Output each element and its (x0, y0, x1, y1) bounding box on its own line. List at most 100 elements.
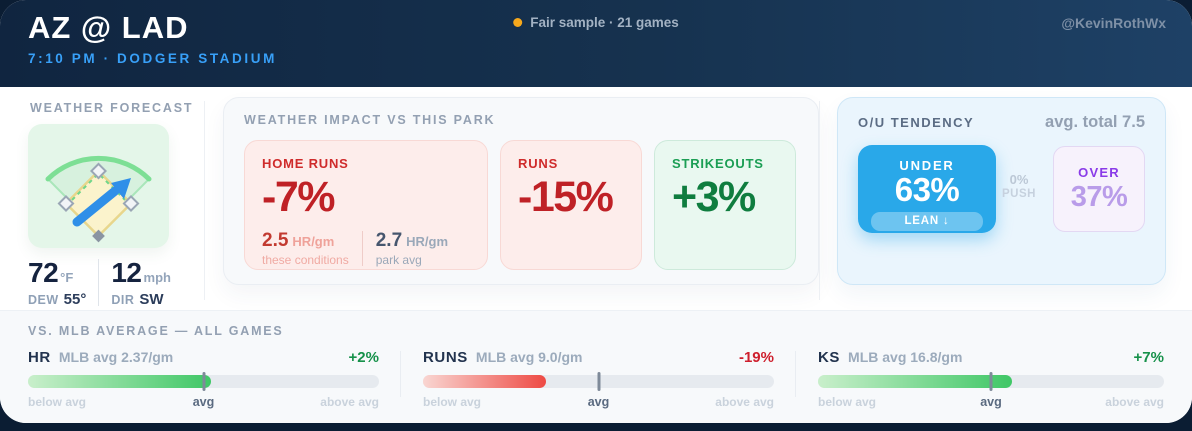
metric-name: RUNS (423, 349, 468, 366)
scale-below-avg: below avg (818, 395, 877, 409)
baseball-field-diagram (28, 124, 169, 248)
ou-avg-total: avg. total 7.5 (1045, 113, 1145, 131)
ou-row: UNDER 63% LEAN ↓ 0% PUSH OVER 37% (858, 145, 1145, 233)
metric-divider (400, 351, 401, 397)
dew-label: DEW (28, 293, 59, 307)
impact-card-value: -15% (518, 173, 614, 221)
stat-value: 2.5 (262, 230, 289, 251)
metric-runs: RUNS MLB avg 9.0/gm -19% below avg avg a… (423, 349, 774, 409)
weather-impact-title: WEATHER IMPACT VS THIS PARK (244, 113, 496, 127)
metric-hr: HR MLB avg 2.37/gm +2% below avg avg abo… (28, 349, 379, 409)
game-time-venue: 7:10 PM · DODGER STADIUM (28, 51, 277, 66)
scale-below-avg: below avg (423, 395, 482, 409)
impact-card-strikeouts: STRIKEOUTS +3% (654, 140, 796, 270)
metric-name: KS (818, 349, 841, 366)
metric-divider (795, 351, 796, 397)
baseball-field-icon (45, 155, 152, 243)
scale-above-avg: above avg (715, 395, 774, 409)
scale-avg: avg (192, 395, 215, 409)
avg-tick (989, 372, 993, 391)
scale-below-avg: below avg (28, 395, 87, 409)
temperature-value: 72 (28, 257, 59, 288)
stat-unit: HR/gm (292, 234, 335, 249)
temperature-unit: °F (60, 270, 74, 285)
ou-title: O/U TENDENCY (858, 115, 975, 130)
metric-mlb-avg: MLB avg 16.8/gm (848, 349, 963, 365)
push-label: PUSH (1002, 188, 1036, 200)
metric-bar (423, 372, 774, 391)
lean-badge: LEAN ↓ (871, 211, 983, 231)
metric-delta: +2% (348, 349, 379, 366)
impact-card-value: +3% (672, 173, 756, 221)
scale-above-avg: above avg (1105, 395, 1164, 409)
push-block: 0% PUSH (996, 172, 1042, 200)
section-divider (819, 101, 820, 300)
scale-avg: avg (980, 395, 1002, 409)
temperature-block: 72 °F DEW 55° (28, 257, 86, 308)
over-button[interactable]: OVER 37% (1053, 146, 1145, 232)
header: AZ @ LAD 7:10 PM · DODGER STADIUM Fair s… (0, 0, 1192, 87)
avg-tick (597, 372, 600, 391)
slider-fill (423, 375, 546, 388)
impact-card-label: STRIKEOUTS (672, 156, 764, 171)
metric-ks: KS MLB avg 16.8/gm +7% below avg avg abo… (818, 349, 1164, 409)
weather-stats: 72 °F DEW 55° 12 mph DIR (28, 257, 204, 308)
stat-these-conditions: 2.5 HR/gm these conditions (262, 230, 349, 267)
impact-card-label: HOME RUNS (262, 156, 349, 171)
metric-name: HR (28, 349, 51, 366)
weather-forecast-section: WEATHER FORECAST (28, 97, 204, 310)
impact-cards: HOME RUNS -7% 2.5 HR/gm these conditions (244, 140, 798, 270)
impact-card-label: RUNS (518, 156, 559, 171)
dew-value: 55° (63, 291, 87, 308)
sample-note-text: Fair sample · 21 games (530, 15, 679, 30)
sample-dot-icon (513, 18, 523, 27)
impact-card-value: -7% (262, 173, 335, 221)
stat-caption: these conditions (262, 253, 349, 267)
ou-tendency-panel: O/U TENDENCY avg. total 7.5 UNDER 63% LE… (837, 97, 1166, 285)
scale-above-avg: above avg (320, 395, 379, 409)
ou-header: O/U TENDENCY avg. total 7.5 (858, 113, 1145, 132)
section-divider (204, 101, 205, 300)
impact-card-stats: 2.5 HR/gm these conditions 2.7 HR/gm par (262, 230, 470, 267)
dir-value: SW (139, 291, 164, 308)
stat-value: 2.7 (375, 230, 403, 251)
matchup-block: AZ @ LAD 7:10 PM · DODGER STADIUM (28, 10, 277, 66)
wind-arrow-icon (72, 178, 131, 227)
slider-fill (28, 375, 211, 388)
wind-speed-value: 12 (111, 257, 142, 288)
sample-note: Fair sample · 21 games (513, 15, 679, 30)
dir-label: DIR (111, 293, 135, 307)
metric-scale: below avg avg above avg (423, 395, 774, 409)
metric-scale: below avg avg above avg (28, 395, 379, 409)
vs-mlb-section: VS. MLB AVERAGE — ALL GAMES HR MLB avg 2… (0, 310, 1192, 423)
metric-delta: +7% (1133, 349, 1164, 366)
stat-park-avg: 2.7 HR/gm park avg (376, 230, 448, 267)
matchup-title: AZ @ LAD (28, 10, 189, 45)
avg-tick (202, 372, 205, 391)
stat-divider (361, 231, 363, 266)
vs-mlb-title: VS. MLB AVERAGE — ALL GAMES (28, 324, 284, 338)
metric-mlb-avg: MLB avg 9.0/gm (475, 349, 583, 365)
impact-card-runs: RUNS -15% (500, 140, 642, 270)
over-value: 37% (1070, 180, 1128, 213)
stat-unit: HR/gm (406, 234, 449, 249)
stat-caption: park avg (375, 253, 422, 267)
weather-impact-panel: WEATHER IMPACT VS THIS PARK HOME RUNS -7… (223, 97, 819, 285)
metric-bar (818, 372, 1164, 391)
main-row: WEATHER FORECAST (0, 87, 1192, 310)
impact-card-home-runs: HOME RUNS -7% 2.5 HR/gm these conditions (244, 140, 488, 270)
twitter-handle[interactable]: @KevinRothWx (1061, 15, 1166, 31)
slider-fill (818, 375, 1012, 388)
wind-block: 12 mph DIR SW (111, 257, 171, 308)
push-value: 0% (1009, 172, 1029, 187)
metric-sliders: HR MLB avg 2.37/gm +2% below avg avg abo… (28, 349, 1164, 409)
metric-scale: below avg avg above avg (818, 395, 1164, 409)
stats-divider (98, 259, 100, 306)
under-button[interactable]: UNDER 63% LEAN ↓ (858, 145, 996, 233)
metric-mlb-avg: MLB avg 2.37/gm (58, 349, 174, 365)
under-label: UNDER (899, 158, 955, 174)
over-label: OVER (1078, 164, 1120, 180)
scale-avg: avg (587, 395, 610, 409)
under-value: 63% (894, 171, 960, 209)
